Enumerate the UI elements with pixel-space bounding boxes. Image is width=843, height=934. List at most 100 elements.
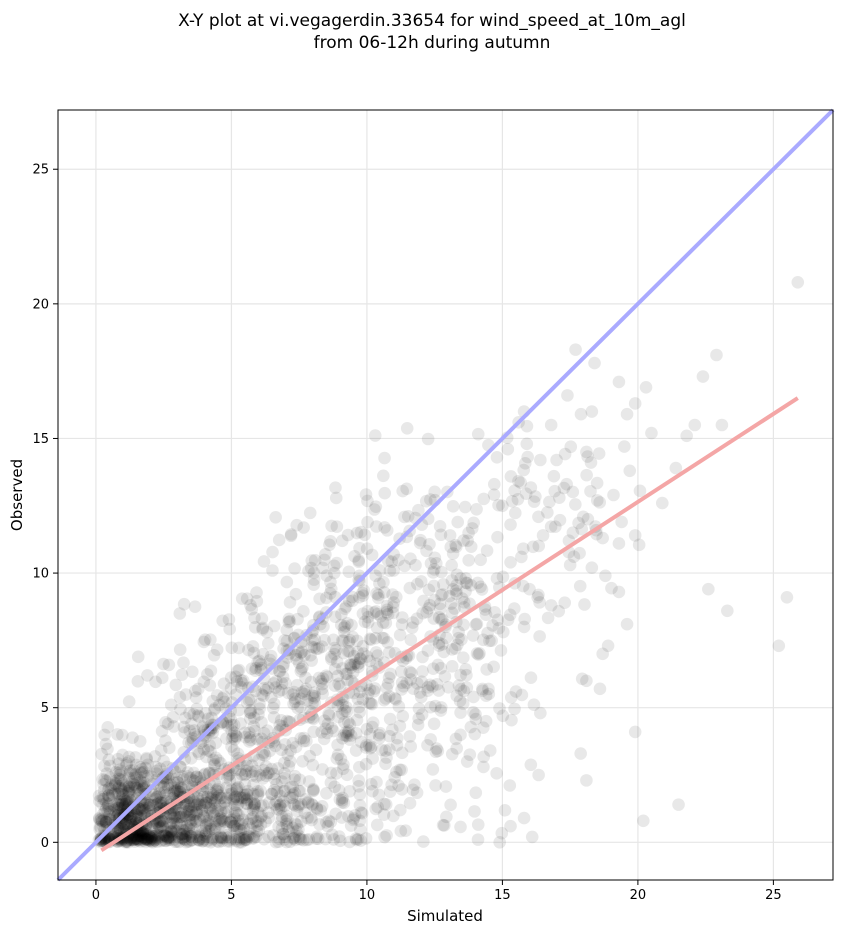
scatter-point — [302, 796, 315, 810]
scatter-point — [301, 811, 314, 825]
x-tick-label: 15 — [494, 888, 511, 903]
scatter-point — [353, 705, 366, 719]
scatter-point — [479, 689, 493, 703]
scatter-point — [370, 520, 383, 533]
scatter-point — [170, 825, 183, 838]
scatter-point — [257, 682, 271, 695]
scatter-point — [178, 726, 191, 739]
scatter-point — [353, 652, 367, 665]
scatter-point — [311, 832, 325, 846]
scatter-point — [132, 829, 145, 843]
scatter-point — [108, 786, 122, 800]
scatter-point — [99, 829, 112, 843]
scatter-point — [381, 677, 395, 691]
scatter-point — [330, 767, 343, 780]
scatter-point — [476, 721, 490, 734]
scatter-point — [211, 785, 224, 798]
scatter-point — [333, 834, 347, 848]
scatter-point — [143, 834, 156, 848]
scatter-point — [347, 658, 361, 671]
scatter-point — [343, 633, 357, 647]
scatter-point — [107, 803, 121, 816]
scatter-point — [208, 820, 222, 834]
scatter-point — [324, 815, 338, 829]
scatter-point — [268, 772, 281, 786]
scatter-point — [192, 794, 205, 808]
scatter-point — [370, 657, 383, 671]
scatter-point — [197, 798, 211, 812]
scatter-point — [173, 607, 187, 620]
scatter-point — [342, 635, 355, 649]
scatter-point — [354, 525, 368, 539]
scatter-point — [245, 812, 258, 826]
scatter-point — [605, 581, 618, 595]
scatter-point — [369, 631, 382, 645]
scatter-point — [458, 500, 472, 514]
scatter-point — [433, 597, 447, 611]
scatter-point — [234, 674, 248, 687]
scatter-point — [224, 682, 238, 695]
scatter-point — [508, 506, 522, 520]
scatter-point — [98, 759, 111, 773]
scatter-point — [352, 554, 366, 567]
scatter-point — [403, 665, 417, 679]
scatter-point — [101, 804, 115, 818]
scatter-point — [426, 680, 439, 693]
scatter-point — [308, 554, 322, 567]
scatter-point — [103, 759, 117, 773]
scatter-point — [130, 829, 144, 843]
scatter-point — [129, 832, 143, 846]
scatter-point — [272, 835, 285, 849]
scatter-point — [294, 797, 308, 811]
scatter-point — [116, 797, 129, 810]
scatter-point — [331, 738, 344, 752]
scatter-point — [114, 822, 127, 836]
scatter-point — [406, 616, 420, 629]
scatter-point — [160, 825, 174, 839]
scatter-point — [152, 831, 166, 844]
scatter-point — [284, 528, 298, 541]
scatter-point — [202, 813, 216, 827]
scatter-point — [201, 790, 215, 803]
scatter-point — [193, 771, 206, 784]
scatter-point — [524, 671, 538, 685]
scatter-point — [497, 625, 510, 639]
scatter-point — [208, 757, 221, 771]
scatter-point — [429, 779, 442, 792]
scatter-point — [288, 773, 301, 786]
scatter-point — [159, 788, 172, 802]
scatter-point — [434, 704, 448, 717]
scatter-point — [270, 778, 283, 791]
scatter-point — [144, 784, 158, 798]
scatter-point — [247, 829, 261, 843]
scatter-point — [309, 832, 323, 846]
scatter-point — [453, 694, 467, 708]
scatter-point — [460, 681, 474, 695]
scatter-point — [241, 681, 255, 695]
scatter-point — [275, 810, 289, 823]
scatter-point — [100, 767, 114, 780]
scatter-point — [244, 706, 257, 720]
scatter-point — [307, 784, 320, 798]
scatter-point — [213, 812, 226, 826]
scatter-point — [231, 798, 245, 811]
scatter-point — [135, 766, 149, 779]
scatter-point — [206, 694, 220, 708]
scatter-point — [378, 486, 392, 500]
y-tick-label: 0 — [41, 836, 49, 851]
scatter-point — [332, 710, 345, 724]
scatter-point — [152, 821, 166, 835]
scatter-point — [351, 645, 364, 659]
scatter-point — [287, 797, 300, 811]
scatter-point — [383, 712, 397, 726]
scatter-point — [246, 832, 259, 845]
scatter-point — [216, 814, 229, 827]
scatter-point — [339, 729, 353, 743]
scatter-point — [228, 819, 242, 833]
scatter-point — [134, 833, 148, 847]
scatter-point — [232, 663, 246, 677]
scatter-point — [294, 646, 308, 660]
scatter-point — [159, 834, 172, 847]
scatter-point — [223, 788, 236, 801]
scatter-point — [129, 812, 143, 826]
